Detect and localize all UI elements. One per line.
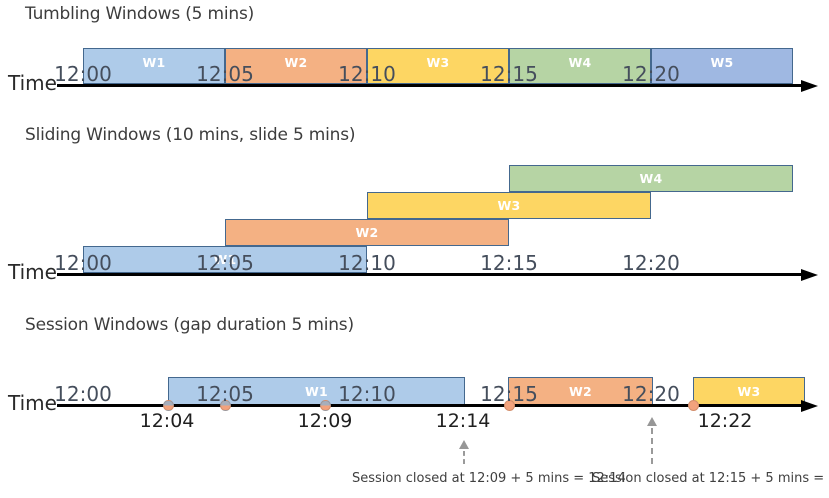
window-label: W1 [142,55,166,70]
tick-label-1: 12:05 [196,382,254,406]
tick-label-2: 12:10 [338,62,396,86]
tick-label-1: 12:05 [196,62,254,86]
tick-label-3: 12:15 [480,251,538,275]
session-note-0: Session closed at 12:09 + 5 mins = 12:14 [352,471,626,486]
time-axis-label: Time [8,391,57,415]
time-axis [57,84,802,87]
tick-label-2: 12:10 [338,382,396,406]
event-dot-1 [219,400,231,411]
window-label: W1 [304,383,329,399]
window-box-w4: W4 [509,165,793,192]
window-label: W2 [568,383,593,399]
event-dot-0 [162,400,174,411]
window-label: W3 [426,55,450,70]
window-label: W5 [710,55,734,70]
window-box-w1: W1 [83,48,225,84]
event-dot-4 [687,400,699,411]
time-axis [57,273,802,276]
time-axis-label: Time [8,71,57,95]
window-box-w5: W5 [651,48,793,84]
window-label: W4 [568,55,592,70]
window-box-w2: W2 [225,48,367,84]
event-time-label-1: 12:09 [297,410,353,432]
axis-arrow-icon [801,79,818,92]
window-box-w1: W1 [168,377,465,405]
tick-label-0: 12:00 [54,382,112,406]
session-note-1: Session closed at 12:15 + 5 mins = 12:20 [592,471,829,486]
window-label: W3 [737,383,761,399]
window-box-w2: W2 [225,219,509,246]
tick-label-0: 12:00 [54,251,112,275]
tick-label-4: 12:20 [622,382,680,406]
panel-title: Sliding Windows (10 mins, slide 5 mins) [25,125,356,145]
window-box-w3: W3 [367,192,651,219]
note-arrow-icon [647,417,657,426]
window-box-w1: W1 [83,246,367,273]
window-label: W2 [355,225,379,240]
tick-label-4: 12:20 [622,251,680,275]
panel-title: Tumbling Windows (5 mins) [25,4,255,24]
window-label: W1 [213,252,237,267]
time-axis [57,404,802,407]
tick-label-4: 12:20 [622,62,680,86]
note-arrow-stem [463,451,465,464]
event-time-label-3: 12:22 [697,410,753,432]
window-label: W2 [284,55,308,70]
tick-label-3: 12:15 [480,382,538,406]
axis-arrow-icon [801,268,818,281]
window-label: W3 [497,198,521,213]
window-box-w4: W4 [509,48,651,84]
event-time-label-2: 12:14 [435,410,491,432]
tick-label-0: 12:00 [54,62,112,86]
window-box-w3: W3 [693,377,805,405]
window-box-w2: W2 [508,377,653,405]
axis-arrow-icon [801,399,818,412]
event-dot-3 [503,400,515,411]
event-time-label-0: 12:04 [139,410,195,432]
tick-label-2: 12:10 [338,251,396,275]
tick-label-1: 12:05 [196,251,254,275]
note-arrow-stem [651,428,653,464]
panel-title: Session Windows (gap duration 5 mins) [25,315,354,335]
note-arrow-icon [459,440,469,449]
window-label: W4 [639,171,663,186]
window-box-w3: W3 [367,48,509,84]
tick-label-3: 12:15 [480,62,538,86]
time-axis-label: Time [8,260,57,284]
event-dot-2 [319,400,331,411]
